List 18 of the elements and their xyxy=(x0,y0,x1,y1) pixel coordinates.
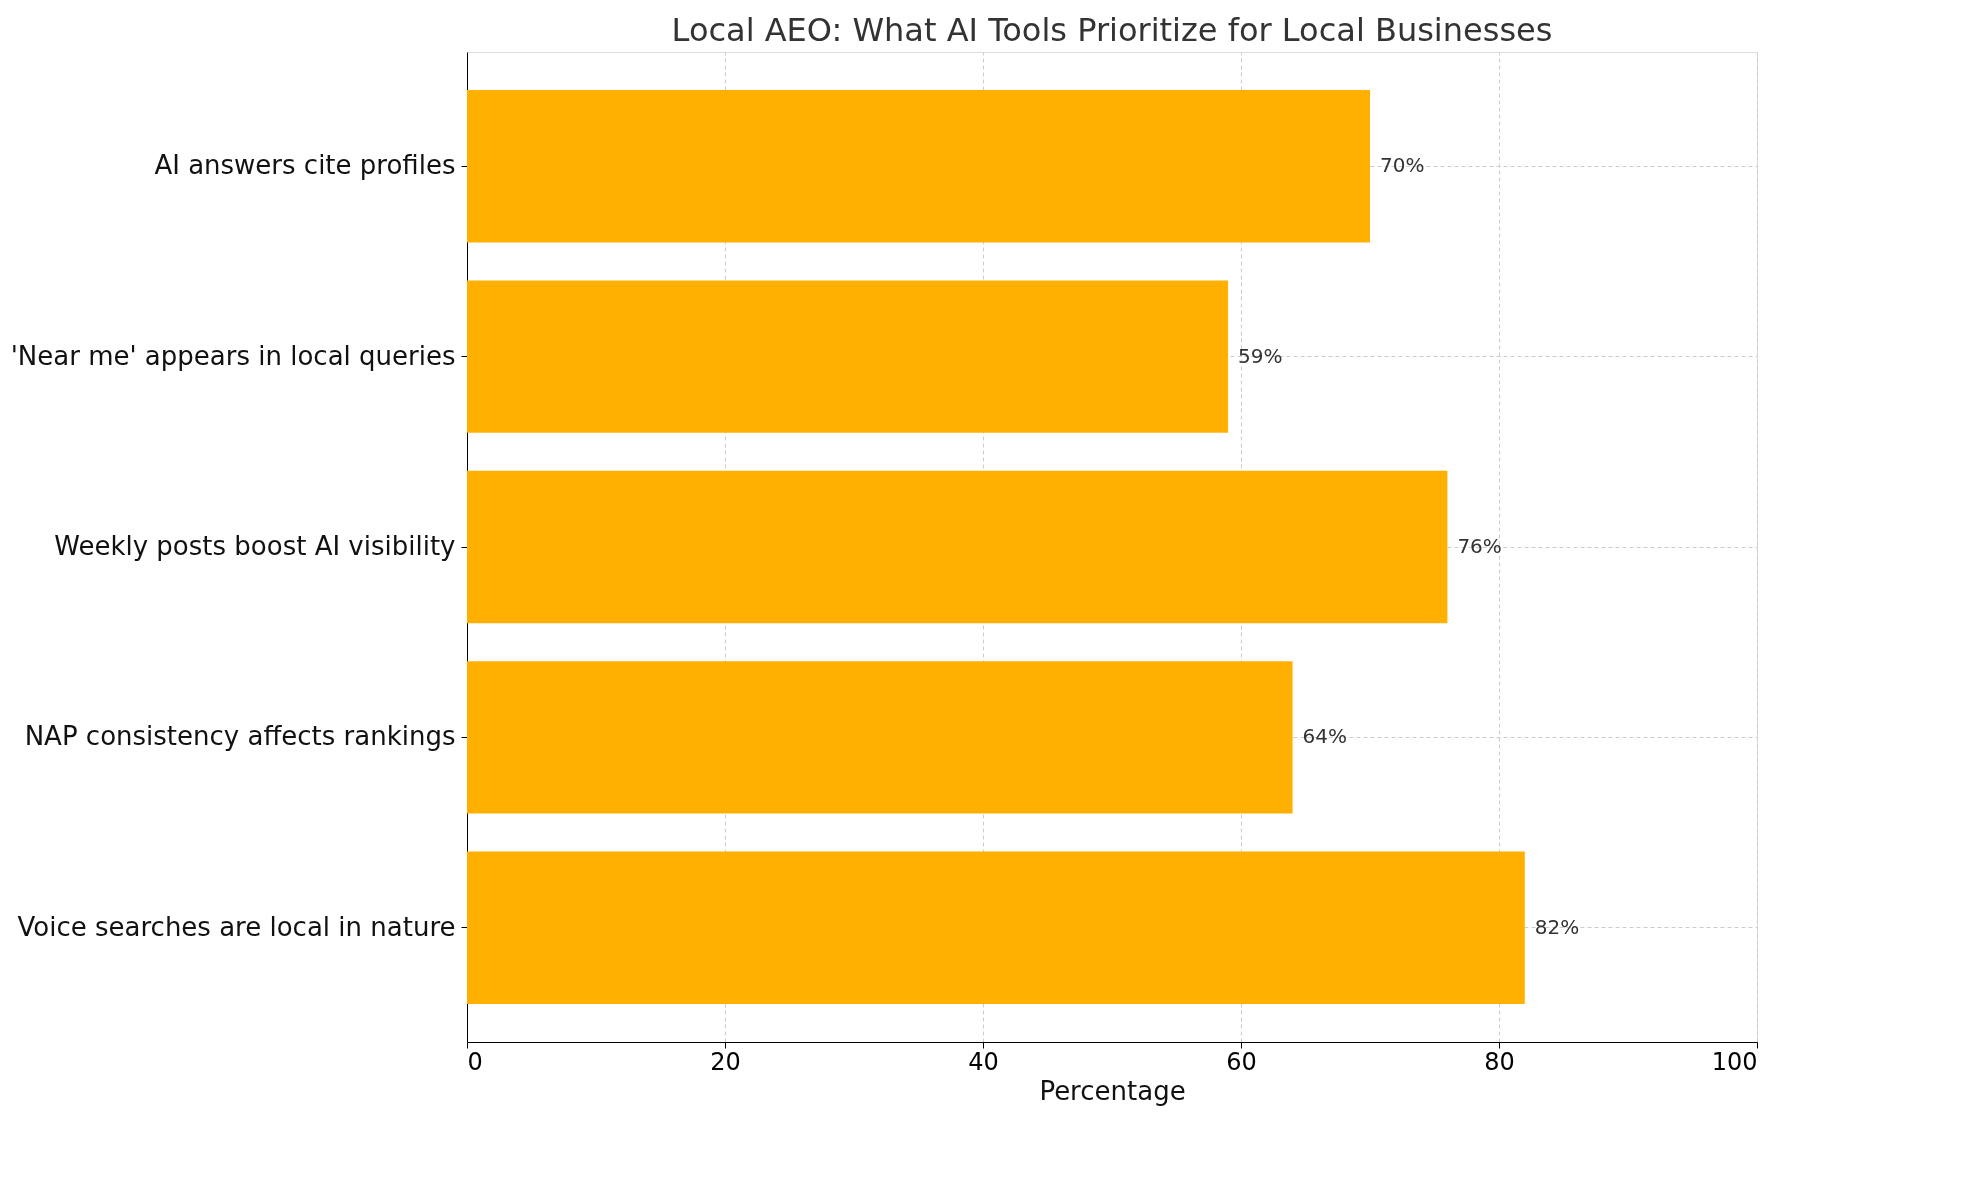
data-label: 82% xyxy=(1534,914,1580,939)
x-tick-label: 0 xyxy=(467,1047,483,1076)
y-tick-label: Weekly posts boost AI visibility xyxy=(54,531,456,561)
data-label: 76% xyxy=(1457,534,1502,558)
chart-title: Local AEO: What AI Tools Prioritize for Local Businesses xyxy=(671,11,1553,49)
y-tick-label: NAP consistency affects rankings xyxy=(24,721,456,752)
x-tick-label: 40 xyxy=(968,1047,999,1076)
x-tick-label: 100 xyxy=(1711,1047,1758,1076)
x-tick-label: 60 xyxy=(1226,1047,1257,1076)
data-label: 64% xyxy=(1302,724,1348,749)
y-tick-label: 'Near me' appears in local queries xyxy=(10,340,456,371)
x-axis-title: Percentage xyxy=(1039,1075,1186,1106)
y-tick-label: AI answers cite profiles xyxy=(154,150,456,181)
y-tick-label: Voice searches are local in nature xyxy=(17,911,456,942)
x-tick-label: 80 xyxy=(1484,1047,1515,1076)
data-label: 59% xyxy=(1238,343,1283,368)
x-tick-label: 20 xyxy=(710,1047,741,1076)
data-label: 70% xyxy=(1380,153,1425,178)
